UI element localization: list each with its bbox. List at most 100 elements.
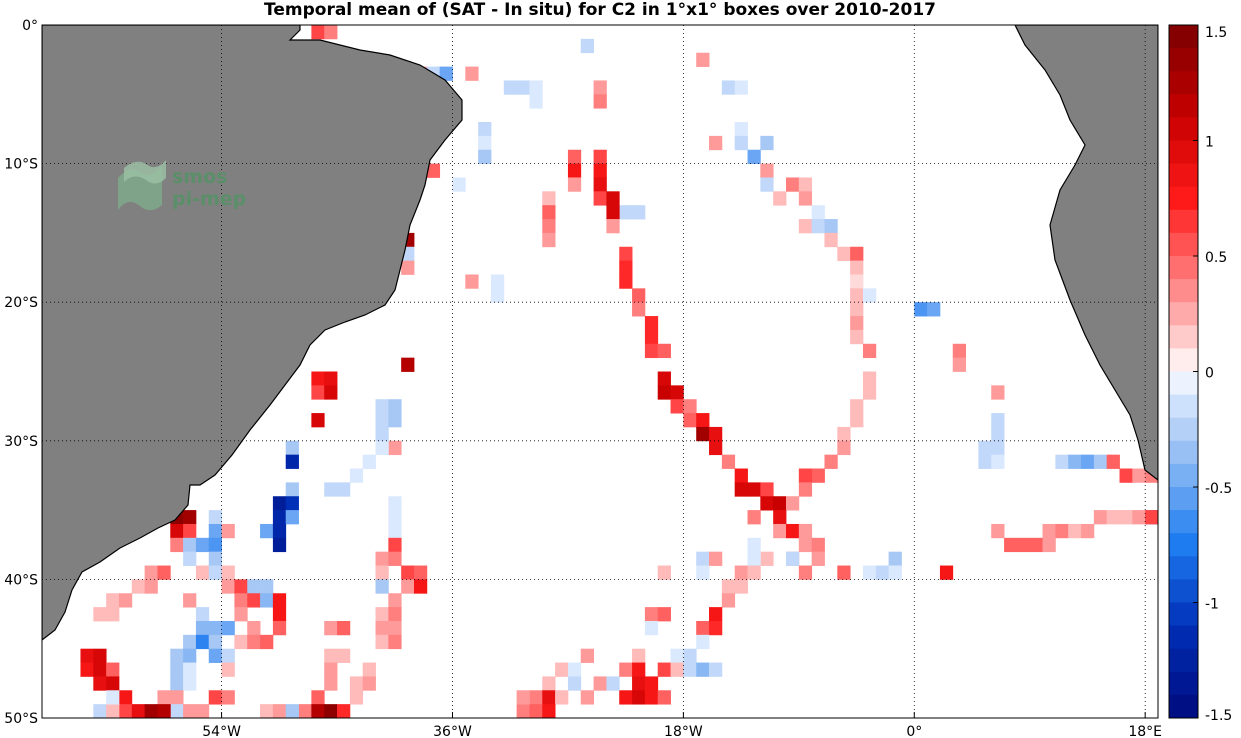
data-cell bbox=[311, 371, 325, 386]
data-cell bbox=[144, 704, 158, 718]
data-cell bbox=[221, 662, 235, 677]
data-cell bbox=[529, 690, 543, 705]
data-cell bbox=[375, 607, 389, 622]
data-cell bbox=[490, 274, 505, 289]
data-cell bbox=[1132, 510, 1146, 525]
data-cell bbox=[644, 316, 659, 331]
data-cell bbox=[401, 357, 415, 372]
data-cell bbox=[657, 371, 671, 386]
colorbar-tick-label: 0.5 bbox=[1205, 250, 1227, 266]
data-cell bbox=[272, 593, 287, 608]
data-cell bbox=[349, 468, 364, 483]
data-cell bbox=[709, 426, 723, 442]
data-cell bbox=[542, 704, 556, 718]
colorbar-step bbox=[1169, 348, 1198, 372]
data-cell bbox=[991, 426, 1005, 442]
data-cell bbox=[632, 302, 646, 317]
data-cell bbox=[721, 593, 736, 608]
data-cell bbox=[414, 579, 428, 594]
data-cell bbox=[170, 690, 184, 705]
data-cell bbox=[272, 537, 287, 553]
data-cell bbox=[426, 163, 441, 178]
data-cell bbox=[183, 648, 197, 663]
data-cell bbox=[80, 648, 94, 663]
data-cell bbox=[760, 496, 774, 511]
data-cell bbox=[388, 593, 402, 608]
data-cell bbox=[734, 482, 748, 497]
data-cell bbox=[324, 648, 338, 663]
data-cell bbox=[375, 551, 389, 566]
data-cell bbox=[170, 648, 184, 663]
data-cell bbox=[106, 593, 120, 608]
data-cell bbox=[657, 690, 671, 705]
data-cell bbox=[760, 177, 774, 192]
data-cell bbox=[721, 454, 736, 469]
data-cell bbox=[311, 25, 325, 40]
data-cell bbox=[580, 690, 594, 705]
data-cell bbox=[644, 620, 659, 636]
data-cell bbox=[837, 440, 851, 456]
data-cell bbox=[593, 80, 607, 95]
data-cell bbox=[862, 385, 877, 400]
data-cell bbox=[388, 496, 402, 511]
data-cell bbox=[670, 648, 684, 663]
data-cell bbox=[183, 510, 197, 525]
data-cell bbox=[696, 413, 710, 428]
data-cell bbox=[285, 510, 299, 525]
data-cell bbox=[567, 676, 582, 691]
data-cell bbox=[349, 676, 364, 691]
colorbar-step bbox=[1169, 463, 1198, 488]
data-cell bbox=[593, 191, 607, 206]
colorbar-step bbox=[1169, 71, 1198, 95]
data-cell bbox=[247, 620, 261, 636]
africa-landmass bbox=[1014, 25, 1158, 481]
data-cell bbox=[1016, 537, 1031, 553]
data-cell bbox=[875, 565, 890, 580]
data-cell bbox=[760, 163, 774, 178]
data-cell bbox=[247, 579, 261, 594]
data-cell bbox=[118, 593, 133, 608]
data-cell bbox=[991, 385, 1005, 400]
data-cell bbox=[593, 177, 607, 192]
data-cell bbox=[388, 399, 402, 414]
data-cell bbox=[747, 537, 761, 553]
colorbar-step bbox=[1169, 25, 1198, 49]
data-cell bbox=[567, 149, 582, 164]
data-cell bbox=[529, 704, 543, 718]
data-cell bbox=[221, 648, 235, 663]
data-cell bbox=[478, 149, 492, 164]
data-cell bbox=[747, 510, 761, 525]
data-cell bbox=[798, 468, 813, 483]
data-cell bbox=[683, 413, 697, 428]
data-cell bbox=[850, 413, 864, 428]
data-cell bbox=[542, 219, 556, 234]
data-cell bbox=[721, 80, 736, 95]
data-cell bbox=[1068, 454, 1082, 469]
data-cell bbox=[952, 343, 966, 359]
data-cell bbox=[260, 579, 274, 594]
data-cell bbox=[709, 662, 723, 677]
data-cell bbox=[670, 385, 684, 400]
data-cell bbox=[709, 135, 723, 151]
data-cell bbox=[978, 454, 992, 469]
data-cell bbox=[580, 38, 594, 54]
data-cell bbox=[260, 523, 274, 539]
data-cell bbox=[221, 523, 235, 539]
data-cell bbox=[324, 704, 338, 718]
data-cell bbox=[696, 52, 710, 67]
data-cell bbox=[260, 634, 274, 650]
data-cell bbox=[170, 676, 184, 691]
data-cell bbox=[388, 523, 402, 539]
data-cell bbox=[388, 634, 402, 650]
data-cell bbox=[824, 454, 838, 469]
data-cell bbox=[144, 579, 158, 594]
data-cell bbox=[760, 551, 774, 566]
data-cell bbox=[247, 634, 261, 650]
data-cell bbox=[644, 343, 659, 359]
data-cell bbox=[221, 579, 235, 594]
data-cell bbox=[1145, 510, 1158, 525]
data-cell bbox=[118, 704, 133, 718]
data-cell bbox=[683, 399, 697, 414]
lat-tick-label: 30°S bbox=[4, 434, 38, 450]
data-cell bbox=[991, 440, 1005, 456]
